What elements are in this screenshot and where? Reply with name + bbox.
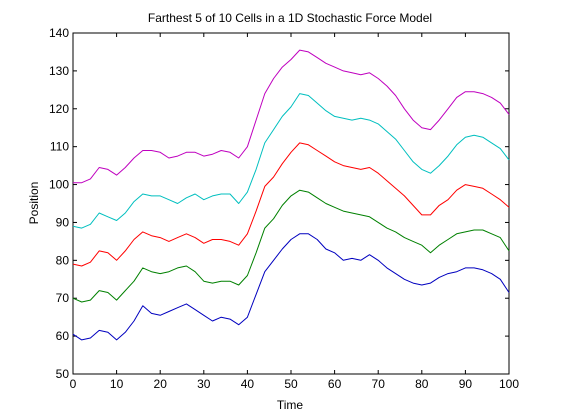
series-line-4: [72, 93, 510, 229]
x-tick-label-0: 0: [70, 377, 77, 391]
plot-frame: [72, 32, 510, 375]
y-tick-label-5: 100: [49, 178, 69, 192]
x-tick-label-1: 10: [110, 377, 124, 391]
series-line-2: [72, 189, 510, 303]
y-tick-label-9: 140: [49, 26, 69, 40]
x-tick-label-3: 30: [197, 377, 211, 391]
x-tick-label-7: 70: [372, 377, 386, 391]
chart-title: Farthest 5 of 10 Cells in a 1D Stochasti…: [148, 11, 432, 25]
y-tick-label-0: 50: [56, 367, 70, 381]
y-tick-label-7: 120: [49, 102, 69, 116]
series-line-5: [73, 49, 510, 184]
y-tick-label-1: 60: [56, 329, 70, 343]
series-line-1: [72, 233, 510, 341]
x-tick-label-4: 40: [241, 377, 255, 391]
x-tick-label-6: 60: [328, 377, 342, 391]
x-tick-label-9: 90: [459, 377, 473, 391]
plot-area: 0 10 20 30 40 50 60 70 80 90 100 50 60 70 80 90 100 110 12…: [49, 26, 519, 391]
x-tick-label-8: 80: [415, 377, 429, 391]
x-tick-label-5: 50: [284, 377, 298, 391]
x-axis-label: Time: [277, 398, 304, 412]
x-tick-label-2: 20: [154, 377, 168, 391]
y-tick-label-3: 80: [56, 253, 70, 267]
series-line-3: [72, 142, 510, 267]
y-tick-label-6: 110: [50, 140, 69, 154]
y-tick-label-4: 90: [56, 215, 70, 229]
y-tick-label-2: 70: [56, 291, 70, 305]
x-tick-label-10: 100: [499, 377, 519, 391]
y-axis-label: Position: [27, 182, 41, 225]
y-tick-label-8: 130: [49, 64, 69, 78]
